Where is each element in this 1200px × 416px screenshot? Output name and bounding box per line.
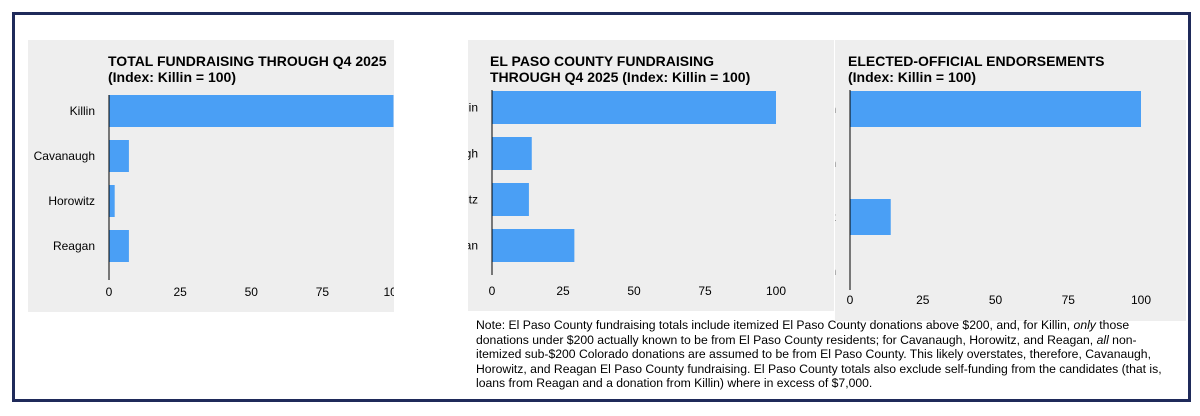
chart-title-line-1: ELECTED-OFFICIAL ENDORSEMENTS [848,53,1105,69]
category-label: Killin [468,101,478,115]
footnote-text-2: those donations under $200 actually know… [476,318,1130,347]
bar-cavanaugh [492,137,532,170]
x-tick-label: 75 [1062,293,1076,307]
chart-panel-el-paso-fundraising: EL PASO COUNTY FUNDRAISING THROUGH Q4 20… [417,40,834,311]
x-tick-label: 75 [698,284,712,298]
chart-title: ELECTED-OFFICIAL ENDORSEMENTS (Index: Ki… [848,53,1104,85]
category-label: Killin [70,104,95,118]
category-label: Cavanaugh [835,156,836,170]
x-tick-label: 50 [989,293,1003,307]
x-tick-label: 100 [1131,293,1151,307]
category-label: Reagan [468,239,478,253]
footnote-text-1: Note: El Paso County fundraising totals … [476,318,1074,332]
chart-panel-total-fundraising: TOTAL FUNDRAISING THROUGH Q4 2025 (Index… [28,40,404,312]
chart-title-line-1: TOTAL FUNDRAISING THROUGH Q4 2025 [108,53,387,69]
chart-title-line-2: (Index: Killin = 100) [108,69,236,85]
x-tick-label: 75 [316,285,330,299]
x-tick-label: 100 [766,284,786,298]
category-label: Killin [835,102,836,116]
chart-title-line-2: THROUGH Q4 2025 (Index: Killin = 100) [490,69,751,85]
bar-chart-total-fundraising: Killin Cavanaugh Horowitz Reagan 0 25 50 75 100 [34,95,404,299]
bar-killin [850,91,1141,127]
x-tick-label: 0 [489,284,496,298]
bar-horowitz [850,199,891,235]
category-label: Reagan [835,264,836,278]
category-label: Horowitz [835,210,836,224]
figure-frame: TOTAL FUNDRAISING THROUGH Q4 2025 (Index… [12,12,1191,402]
bar-cavanaugh [109,140,129,172]
chart-title-line-1: EL PASO COUNTY FUNDRAISING [490,53,715,69]
bar-horowitz [109,185,115,217]
chart-panel-endorsements: ELECTED-OFFICIAL ENDORSEMENTS (Index: Ki… [775,40,1186,321]
x-tick-label: 50 [245,285,259,299]
category-label: Horowitz [48,194,95,208]
category-label: Cavanaugh [468,147,478,161]
x-tick-label: 25 [173,285,187,299]
bar-killin [492,91,776,124]
x-tick-label: 25 [556,284,570,298]
x-tick-label: 50 [627,284,641,298]
x-tick-label: 0 [847,293,854,307]
chart-title-line-2: (Index: Killin = 100) [848,69,976,85]
footnote-text-3: non-itemized sub-$200 Colorado donations… [476,332,1162,391]
category-label: Horowitz [468,193,478,207]
x-tick-label: 100 [383,285,394,299]
x-tick-label: 25 [916,293,930,307]
footnote-emphasis-only: only [1073,318,1096,332]
bar-reagan [109,230,129,262]
bar-killin [109,95,394,127]
bar-horowitz [492,183,529,216]
chart-title: TOTAL FUNDRAISING THROUGH Q4 2025 (Index… [108,53,386,85]
category-label: Reagan [53,239,95,253]
chart-title: EL PASO COUNTY FUNDRAISING THROUGH Q4 20… [490,53,750,85]
footnote-emphasis-all: all [1096,332,1109,347]
footnote: Note: El Paso County fundraising totals … [476,318,1176,391]
category-label: Cavanaugh [34,149,95,163]
bar-reagan [492,229,575,262]
x-tick-label: 0 [106,285,113,299]
